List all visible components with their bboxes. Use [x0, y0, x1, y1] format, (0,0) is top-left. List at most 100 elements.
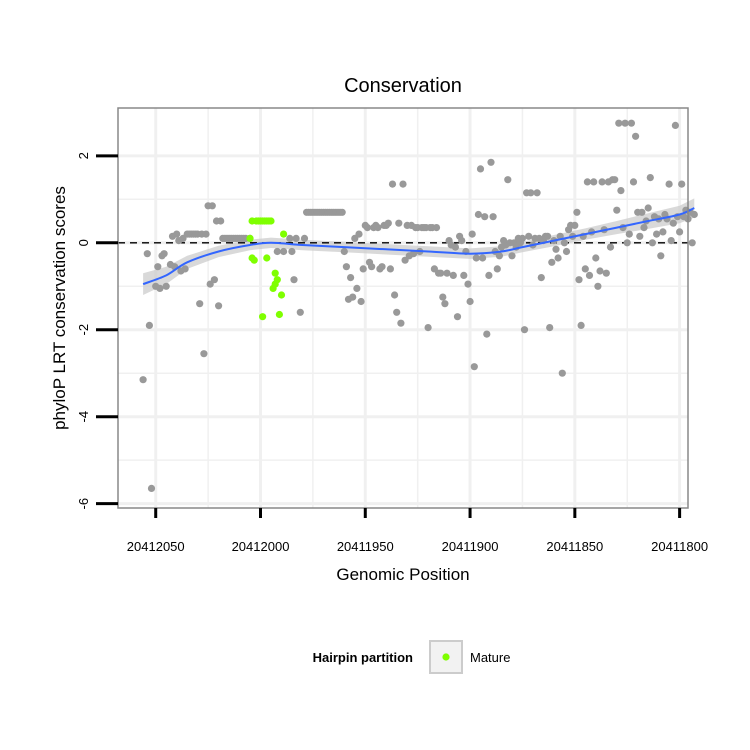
data-point-other	[613, 206, 621, 214]
data-point-other	[347, 274, 355, 282]
data-point-other	[611, 176, 619, 184]
data-point-other	[458, 237, 466, 245]
data-point-other	[546, 324, 554, 332]
data-point-other	[504, 176, 512, 184]
data-point-other	[280, 247, 288, 256]
data-point-other	[338, 208, 346, 216]
data-point-other	[437, 269, 445, 277]
legend-label-mature: Mature	[470, 650, 510, 665]
data-point-other	[640, 224, 648, 232]
confidence-ribbon-layer	[143, 198, 695, 295]
data-point-other	[409, 250, 418, 258]
legend-title: Hairpin partition	[313, 650, 413, 665]
legend-key-mature	[442, 653, 450, 661]
data-point-other	[615, 119, 623, 127]
data-point-other	[202, 230, 210, 238]
data-point-other	[424, 324, 432, 332]
data-point-other	[466, 297, 474, 306]
data-point-other	[489, 213, 497, 221]
data-point-other	[393, 308, 401, 316]
data-point-other	[470, 363, 478, 371]
data-point-other	[210, 276, 218, 284]
smooth-curve-line	[142, 207, 695, 286]
data-point-other	[627, 119, 636, 127]
data-point-other	[139, 376, 147, 384]
x-tick-label: 20411850	[546, 539, 603, 554]
legend: Hairpin partition Mature	[313, 640, 510, 674]
data-point-other	[464, 280, 472, 288]
data-point-other	[665, 180, 673, 188]
data-point-other	[384, 219, 392, 227]
data-point-mature	[267, 217, 275, 225]
data-point-other	[483, 330, 491, 338]
data-point-other	[181, 265, 189, 273]
data-point-mature	[250, 256, 258, 264]
data-point-other	[487, 158, 495, 166]
data-point-other	[596, 267, 604, 275]
data-point-other	[173, 230, 181, 238]
data-point-other	[485, 271, 493, 279]
data-point-other	[215, 302, 223, 310]
data-point-other	[648, 239, 657, 247]
data-point-other	[527, 189, 535, 197]
data-point-other	[154, 263, 162, 271]
data-point-other	[439, 293, 447, 301]
data-point-other	[217, 217, 225, 225]
data-point-mature	[280, 230, 288, 238]
data-point-other	[552, 245, 560, 253]
data-point-other	[606, 243, 615, 251]
data-point-other	[657, 252, 665, 260]
data-point-mature	[277, 291, 286, 299]
data-point-other	[667, 237, 675, 245]
data-point-other	[432, 224, 441, 232]
data-point-other	[554, 254, 562, 262]
y-axis: 2 0 -2 -4 -6	[76, 152, 118, 509]
data-point-other	[342, 263, 350, 271]
data-point-other	[590, 178, 598, 186]
data-point-mature	[271, 269, 279, 277]
data-point-other	[340, 247, 348, 256]
data-point-other	[690, 210, 698, 219]
data-point-other	[290, 276, 298, 284]
grid-lines-major	[118, 108, 688, 508]
data-point-other	[391, 291, 399, 299]
data-point-other	[495, 252, 503, 260]
x-tick-label: 20411950	[337, 539, 394, 554]
data-point-other	[573, 208, 581, 216]
data-point-other	[646, 174, 654, 182]
data-point-other	[368, 263, 376, 271]
data-point-other	[355, 230, 363, 238]
data-point-other	[678, 180, 686, 188]
data-point-other	[493, 265, 501, 273]
data-point-other	[378, 263, 386, 271]
data-point-other	[441, 300, 449, 308]
data-point-other	[145, 321, 153, 329]
data-point-other	[374, 224, 382, 232]
data-point-other	[349, 293, 357, 301]
smooth-curve-layer	[142, 207, 695, 286]
y-tick-label: -2	[76, 324, 91, 336]
plot-panel-border	[117, 107, 689, 509]
data-point-other	[537, 274, 545, 282]
data-point-other	[147, 484, 156, 492]
data-point-other	[399, 180, 407, 188]
data-point-other	[520, 326, 529, 334]
data-point-other	[583, 178, 592, 186]
data-point-other	[669, 219, 677, 227]
x-tick-label: 20412000	[232, 539, 290, 554]
x-tick-label: 20412050	[127, 539, 185, 554]
points-mature-series	[246, 217, 288, 321]
y-tick-label: -6	[76, 498, 91, 510]
data-point-other	[623, 239, 631, 247]
data-point-other	[594, 282, 602, 290]
data-point-other	[453, 313, 462, 321]
data-point-other	[476, 165, 485, 173]
plot-panel	[118, 108, 688, 508]
x-tick-label: 20411800	[651, 539, 708, 554]
data-point-other	[508, 252, 516, 260]
data-point-other	[562, 247, 571, 256]
data-point-other	[653, 230, 661, 238]
data-point-other	[300, 234, 309, 242]
data-point-other	[676, 228, 684, 236]
x-axis-title: Genomic Position	[336, 565, 469, 584]
